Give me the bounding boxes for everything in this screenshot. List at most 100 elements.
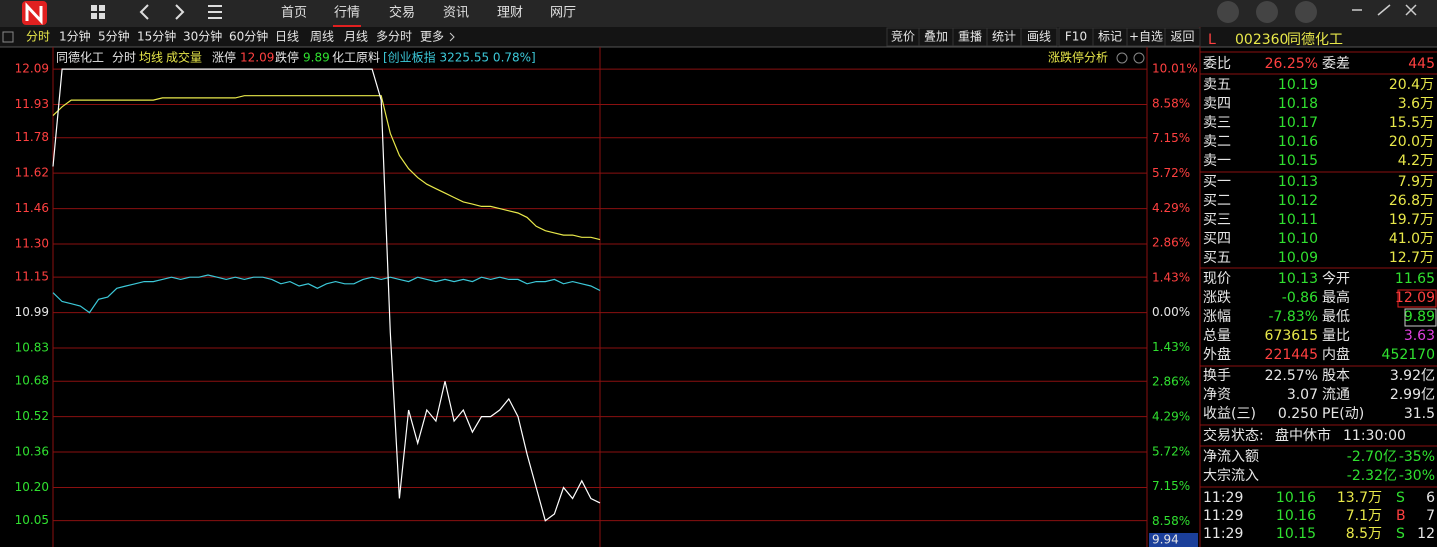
flow-pct: -35%: [1399, 449, 1435, 465]
chart-header-name: 同德化工: [56, 50, 104, 65]
y-tick-label: 10.52: [15, 409, 49, 423]
service-icon[interactable]: [1217, 1, 1239, 23]
book-price: 10.11: [1278, 212, 1318, 228]
period-tab[interactable]: 分时: [26, 30, 50, 44]
options-icon[interactable]: [1133, 52, 1145, 64]
book-volume: 3.6万: [1398, 96, 1434, 112]
toggle-icon[interactable]: [2, 31, 14, 43]
analysis-button[interactable]: 涨跌停分析: [1048, 50, 1108, 65]
grid-icon[interactable]: [91, 5, 105, 19]
fundamental-label: 净资: [1203, 387, 1231, 403]
tool-label[interactable]: 叠加: [924, 30, 948, 44]
menu-item[interactable]: 资讯: [443, 6, 469, 21]
period-tab[interactable]: 周线: [310, 30, 334, 44]
menu-item[interactable]: 交易: [389, 5, 415, 21]
stat-value: 9.89: [1404, 309, 1435, 325]
add-icon[interactable]: [1116, 52, 1128, 64]
trade-side: S: [1396, 526, 1405, 542]
tool-label[interactable]: 画线: [1027, 30, 1051, 44]
period-tab[interactable]: 15分钟: [137, 29, 176, 44]
stat-label: 涨跌: [1203, 290, 1231, 306]
y2-tick-label: 5.72%: [1152, 444, 1190, 458]
period-tab[interactable]: 日线: [275, 30, 299, 44]
stat-value: 12.09: [1395, 290, 1435, 306]
order-ratio-label: 委差: [1322, 56, 1350, 72]
chart-header-limit-up-label: 涨停: [212, 50, 236, 65]
book-price: 10.17: [1278, 115, 1318, 131]
y2-tick-label: 1.43%: [1152, 270, 1190, 284]
book-level: 卖四: [1203, 96, 1231, 112]
tool-label[interactable]: +自选: [1129, 30, 1163, 44]
book-volume: 26.8万: [1389, 193, 1434, 209]
tool-label[interactable]: 竞价: [891, 30, 915, 44]
high-box: [1397, 289, 1437, 308]
trade-side: B: [1396, 508, 1406, 524]
fundamental-label: 流通: [1322, 387, 1350, 403]
period-tab[interactable]: 多分时: [376, 30, 412, 44]
series-line: [52, 274, 601, 314]
trade-price: 10.16: [1276, 490, 1316, 506]
tool-label[interactable]: 统计: [992, 30, 1016, 44]
y2-tick-label: 10.01%: [1152, 62, 1198, 76]
y-tick-label: 11.62: [15, 166, 49, 180]
book-level: 卖三: [1203, 115, 1231, 131]
book-price: 10.09: [1278, 250, 1318, 266]
settings-icon[interactable]: [1295, 1, 1317, 23]
tool-label[interactable]: 重播: [958, 30, 982, 44]
book-level: 买四: [1203, 231, 1231, 247]
tool-label[interactable]: 标记: [1098, 30, 1122, 44]
period-tab[interactable]: 1分钟: [59, 29, 91, 44]
period-tab[interactable]: 60分钟: [229, 29, 268, 44]
flow-label: 净流入额: [1203, 449, 1259, 465]
window-controls[interactable]: [1352, 4, 1417, 16]
flow-value: -2.70亿: [1347, 449, 1397, 465]
book-price: 10.16: [1278, 134, 1318, 150]
order-ratio-value: 445: [1408, 56, 1435, 72]
fundamental-label: 换手: [1203, 367, 1231, 384]
y-tick-label: 10.05: [15, 513, 49, 527]
y-tick-label: 11.46: [15, 201, 49, 215]
menu-item[interactable]: 网厅: [550, 6, 576, 21]
chart-header-avg: 均线: [139, 51, 163, 65]
trade-price: 10.16: [1276, 508, 1316, 524]
y2-tick-label: 7.15%: [1152, 479, 1190, 493]
top-bar: [0, 0, 1437, 27]
trade-price: 10.15: [1276, 526, 1316, 542]
book-volume: 4.2万: [1398, 153, 1434, 169]
book-level: 买三: [1203, 212, 1231, 228]
stat-value: 221445: [1265, 347, 1318, 363]
series-line: [52, 68, 601, 522]
trade-side: S: [1396, 490, 1405, 506]
back-icon[interactable]: [139, 4, 149, 20]
tool-label[interactable]: 返回: [1170, 30, 1194, 44]
menu-item[interactable]: 理财: [497, 6, 523, 21]
fundamental-label: PE(动): [1322, 406, 1364, 422]
book-price: 10.19: [1278, 77, 1318, 93]
menu-item[interactable]: 行情: [334, 6, 360, 21]
stat-value: 10.13: [1278, 271, 1318, 287]
order-ratio-label: 委比: [1203, 56, 1231, 72]
menu-item[interactable]: 首页: [281, 6, 307, 21]
chart-header-index: [创业板指 3225.55 0.78%]: [383, 50, 536, 65]
tool-label[interactable]: F10: [1065, 30, 1087, 44]
trade-volume: 13.7万: [1337, 490, 1382, 506]
status-value: 盘中休市: [1275, 427, 1331, 444]
period-tab[interactable]: 30分钟: [183, 29, 222, 44]
menu-icon[interactable]: [208, 5, 222, 19]
trade-count: 6: [1426, 490, 1435, 506]
stat-label: 现价: [1203, 271, 1231, 287]
trade-volume: 7.1万: [1346, 508, 1382, 524]
trade-count: 12: [1417, 526, 1435, 542]
period-tab[interactable]: 月线: [344, 30, 368, 44]
book-volume: 41.0万: [1389, 231, 1434, 247]
y2-tick-label: 0.00%: [1152, 305, 1190, 319]
forward-icon[interactable]: [175, 4, 185, 20]
tool-button[interactable]: [1164, 27, 1201, 47]
flow-value: -2.32亿: [1347, 468, 1397, 484]
tools-icon[interactable]: [1256, 1, 1278, 23]
tool-button[interactable]: [1020, 27, 1058, 47]
period-tab[interactable]: 更多: [420, 30, 444, 44]
period-tab[interactable]: 5分钟: [98, 29, 130, 44]
trade-volume: 8.5万: [1346, 526, 1382, 542]
